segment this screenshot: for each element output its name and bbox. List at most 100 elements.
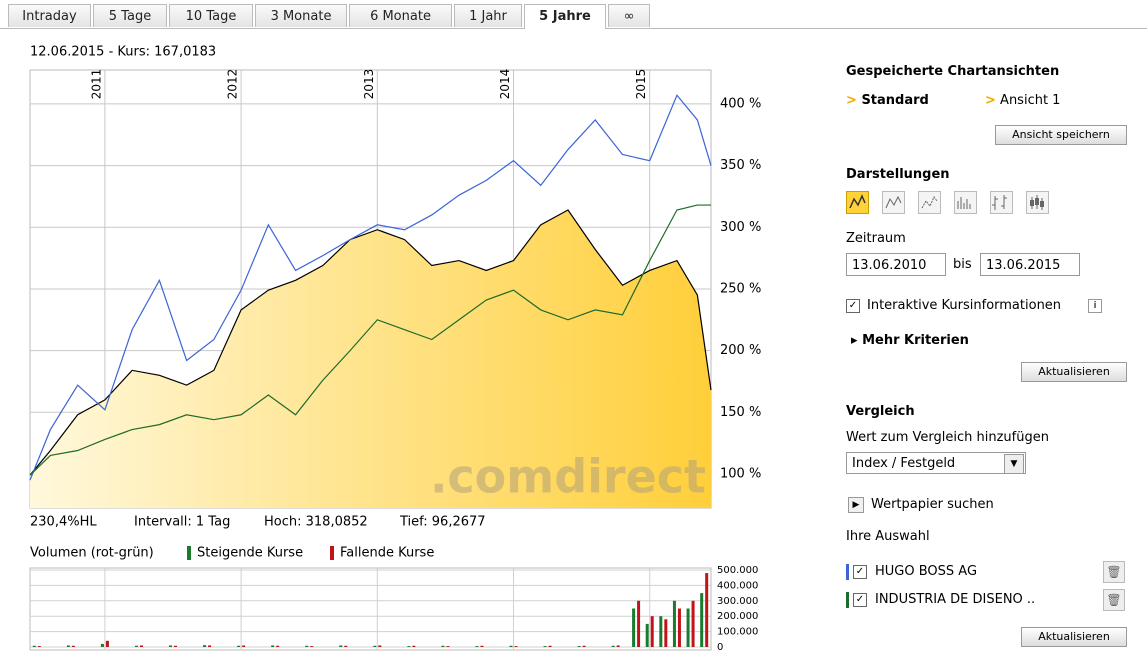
line — [29, 209, 712, 476]
volume-bar — [664, 619, 668, 647]
volume-bar — [577, 646, 581, 647]
icon-candle — [1035, 198, 1039, 205]
y-tick-label: 150 % — [720, 405, 761, 420]
watermark: .comdirect — [430, 450, 706, 504]
icon[interactable] — [954, 191, 977, 214]
date-from[interactable]: 13.06.2010 — [846, 253, 946, 276]
icon-ohlc — [992, 195, 1007, 210]
volume-bar — [691, 600, 695, 647]
select-arrow: ▼ — [1004, 454, 1024, 474]
y-tick-label: 300 % — [720, 220, 761, 235]
volume-bar — [174, 645, 178, 647]
icon-candle — [1030, 200, 1034, 206]
tab[interactable]: 3 Monate — [255, 4, 347, 27]
section-title: Vergleich — [846, 404, 915, 419]
volume-bar — [237, 645, 241, 647]
volume-bar — [412, 645, 416, 647]
view-label: Standard — [861, 93, 929, 108]
tab-bar: Intraday 5 Tage 10 Tage 3 Monate 6 Monate 1 J… — [0, 4, 1147, 29]
legend-swatch — [187, 546, 191, 560]
delete-button[interactable]: 🗑 — [1103, 589, 1125, 611]
volume-bar — [203, 645, 207, 647]
volume-title: Volumen (rot-grün) — [30, 546, 154, 561]
icon[interactable] — [990, 191, 1013, 214]
volume-bar — [480, 645, 484, 647]
play-button[interactable]: ▶ — [848, 497, 864, 513]
checkbox[interactable]: ✓ — [853, 593, 867, 607]
icon[interactable] — [918, 191, 941, 214]
tab[interactable]: 6 Monate — [349, 4, 452, 27]
expander[interactable]: ▸ Mehr Kriterien — [851, 333, 969, 348]
update-button[interactable]: Aktualisieren — [1021, 362, 1127, 382]
x-tick-label: 2012 — [226, 69, 240, 100]
tab[interactable]: Intraday — [8, 4, 91, 27]
x-tick-label: 2011 — [89, 69, 103, 100]
label: Wertpapier suchen — [871, 497, 994, 512]
y-tick-label: 200.000 — [717, 611, 758, 622]
label: Interaktive Kursinformationen — [867, 298, 1062, 313]
volume-bar — [548, 645, 552, 647]
y-tick-label: 300.000 — [717, 596, 758, 607]
tab[interactable]: 5 Tage — [93, 4, 167, 27]
icon-bars — [957, 197, 971, 209]
x-tick-label: 2015 — [634, 69, 648, 100]
delete-button[interactable]: 🗑 — [1103, 561, 1125, 583]
x-tick-label: 2013 — [362, 69, 376, 100]
volume-bar — [441, 645, 445, 647]
volume-bar — [305, 645, 309, 647]
y-tick-label: 400 % — [720, 96, 761, 111]
arrow: > — [846, 93, 857, 108]
line — [29, 94, 712, 481]
volume-bar — [169, 645, 173, 647]
volume-bar — [339, 645, 343, 647]
volume-bar — [32, 645, 36, 647]
legend-swatch — [330, 546, 334, 560]
volume-bar — [677, 608, 681, 647]
y-tick-label: 500.000 — [717, 565, 758, 576]
y-tick-label: 100.000 — [717, 627, 758, 638]
icon-line — [885, 195, 902, 209]
checkbox[interactable]: ✓ — [846, 299, 860, 313]
volume-bar — [373, 645, 377, 647]
tab[interactable]: 5 Jahre — [524, 4, 606, 29]
icon-line — [921, 196, 938, 209]
view-label: Ansicht 1 — [1000, 93, 1061, 108]
view-link[interactable]: > Standard — [846, 93, 929, 108]
legend-label: Steigende Kurse — [197, 546, 303, 561]
volume-bar — [672, 600, 676, 647]
volume-bar — [616, 645, 620, 647]
tab[interactable]: 10 Tage — [169, 4, 253, 27]
series-color — [846, 592, 849, 608]
update-button[interactable]: Aktualisieren — [1021, 627, 1127, 647]
volume-bar — [378, 645, 382, 647]
date-to[interactable]: 13.06.2015 — [980, 253, 1080, 276]
volume-bar — [100, 643, 104, 647]
y-tick-label: 100 % — [720, 466, 761, 481]
tab[interactable]: ∞ — [608, 4, 650, 27]
volume-bar — [509, 645, 513, 647]
label: Wert zum Vergleich hinzufügen — [846, 430, 1049, 445]
label: bis — [953, 257, 972, 272]
volume-bar — [446, 646, 450, 647]
view-link[interactable]: > Ansicht 1 — [985, 93, 1060, 108]
save-button[interactable]: Ansicht speichern — [995, 125, 1127, 145]
y-tick-label: 0 — [717, 642, 723, 653]
volume-bar — [37, 646, 41, 647]
y-tick-label: 250 % — [720, 281, 761, 296]
volume-bar — [134, 645, 138, 647]
tab[interactable]: 1 Jahr — [454, 4, 522, 27]
select[interactable]: Index / Festgeld ▼ — [846, 452, 1026, 474]
triangle: ▸ — [851, 333, 858, 348]
label: Ihre Auswahl — [846, 529, 930, 544]
info-icon[interactable]: i — [1088, 299, 1102, 313]
volume-bar — [242, 645, 246, 647]
checkbox[interactable]: ✓ — [853, 565, 867, 579]
y-tick-label: 400.000 — [717, 580, 758, 591]
stat: Tief: 96,2677 — [399, 515, 486, 530]
chart-type-icons — [846, 191, 1049, 214]
icon[interactable] — [882, 191, 905, 214]
volume-bar — [650, 616, 654, 647]
volume-bar — [645, 623, 649, 647]
volume-bar — [271, 645, 275, 647]
volume-bar — [66, 645, 70, 647]
